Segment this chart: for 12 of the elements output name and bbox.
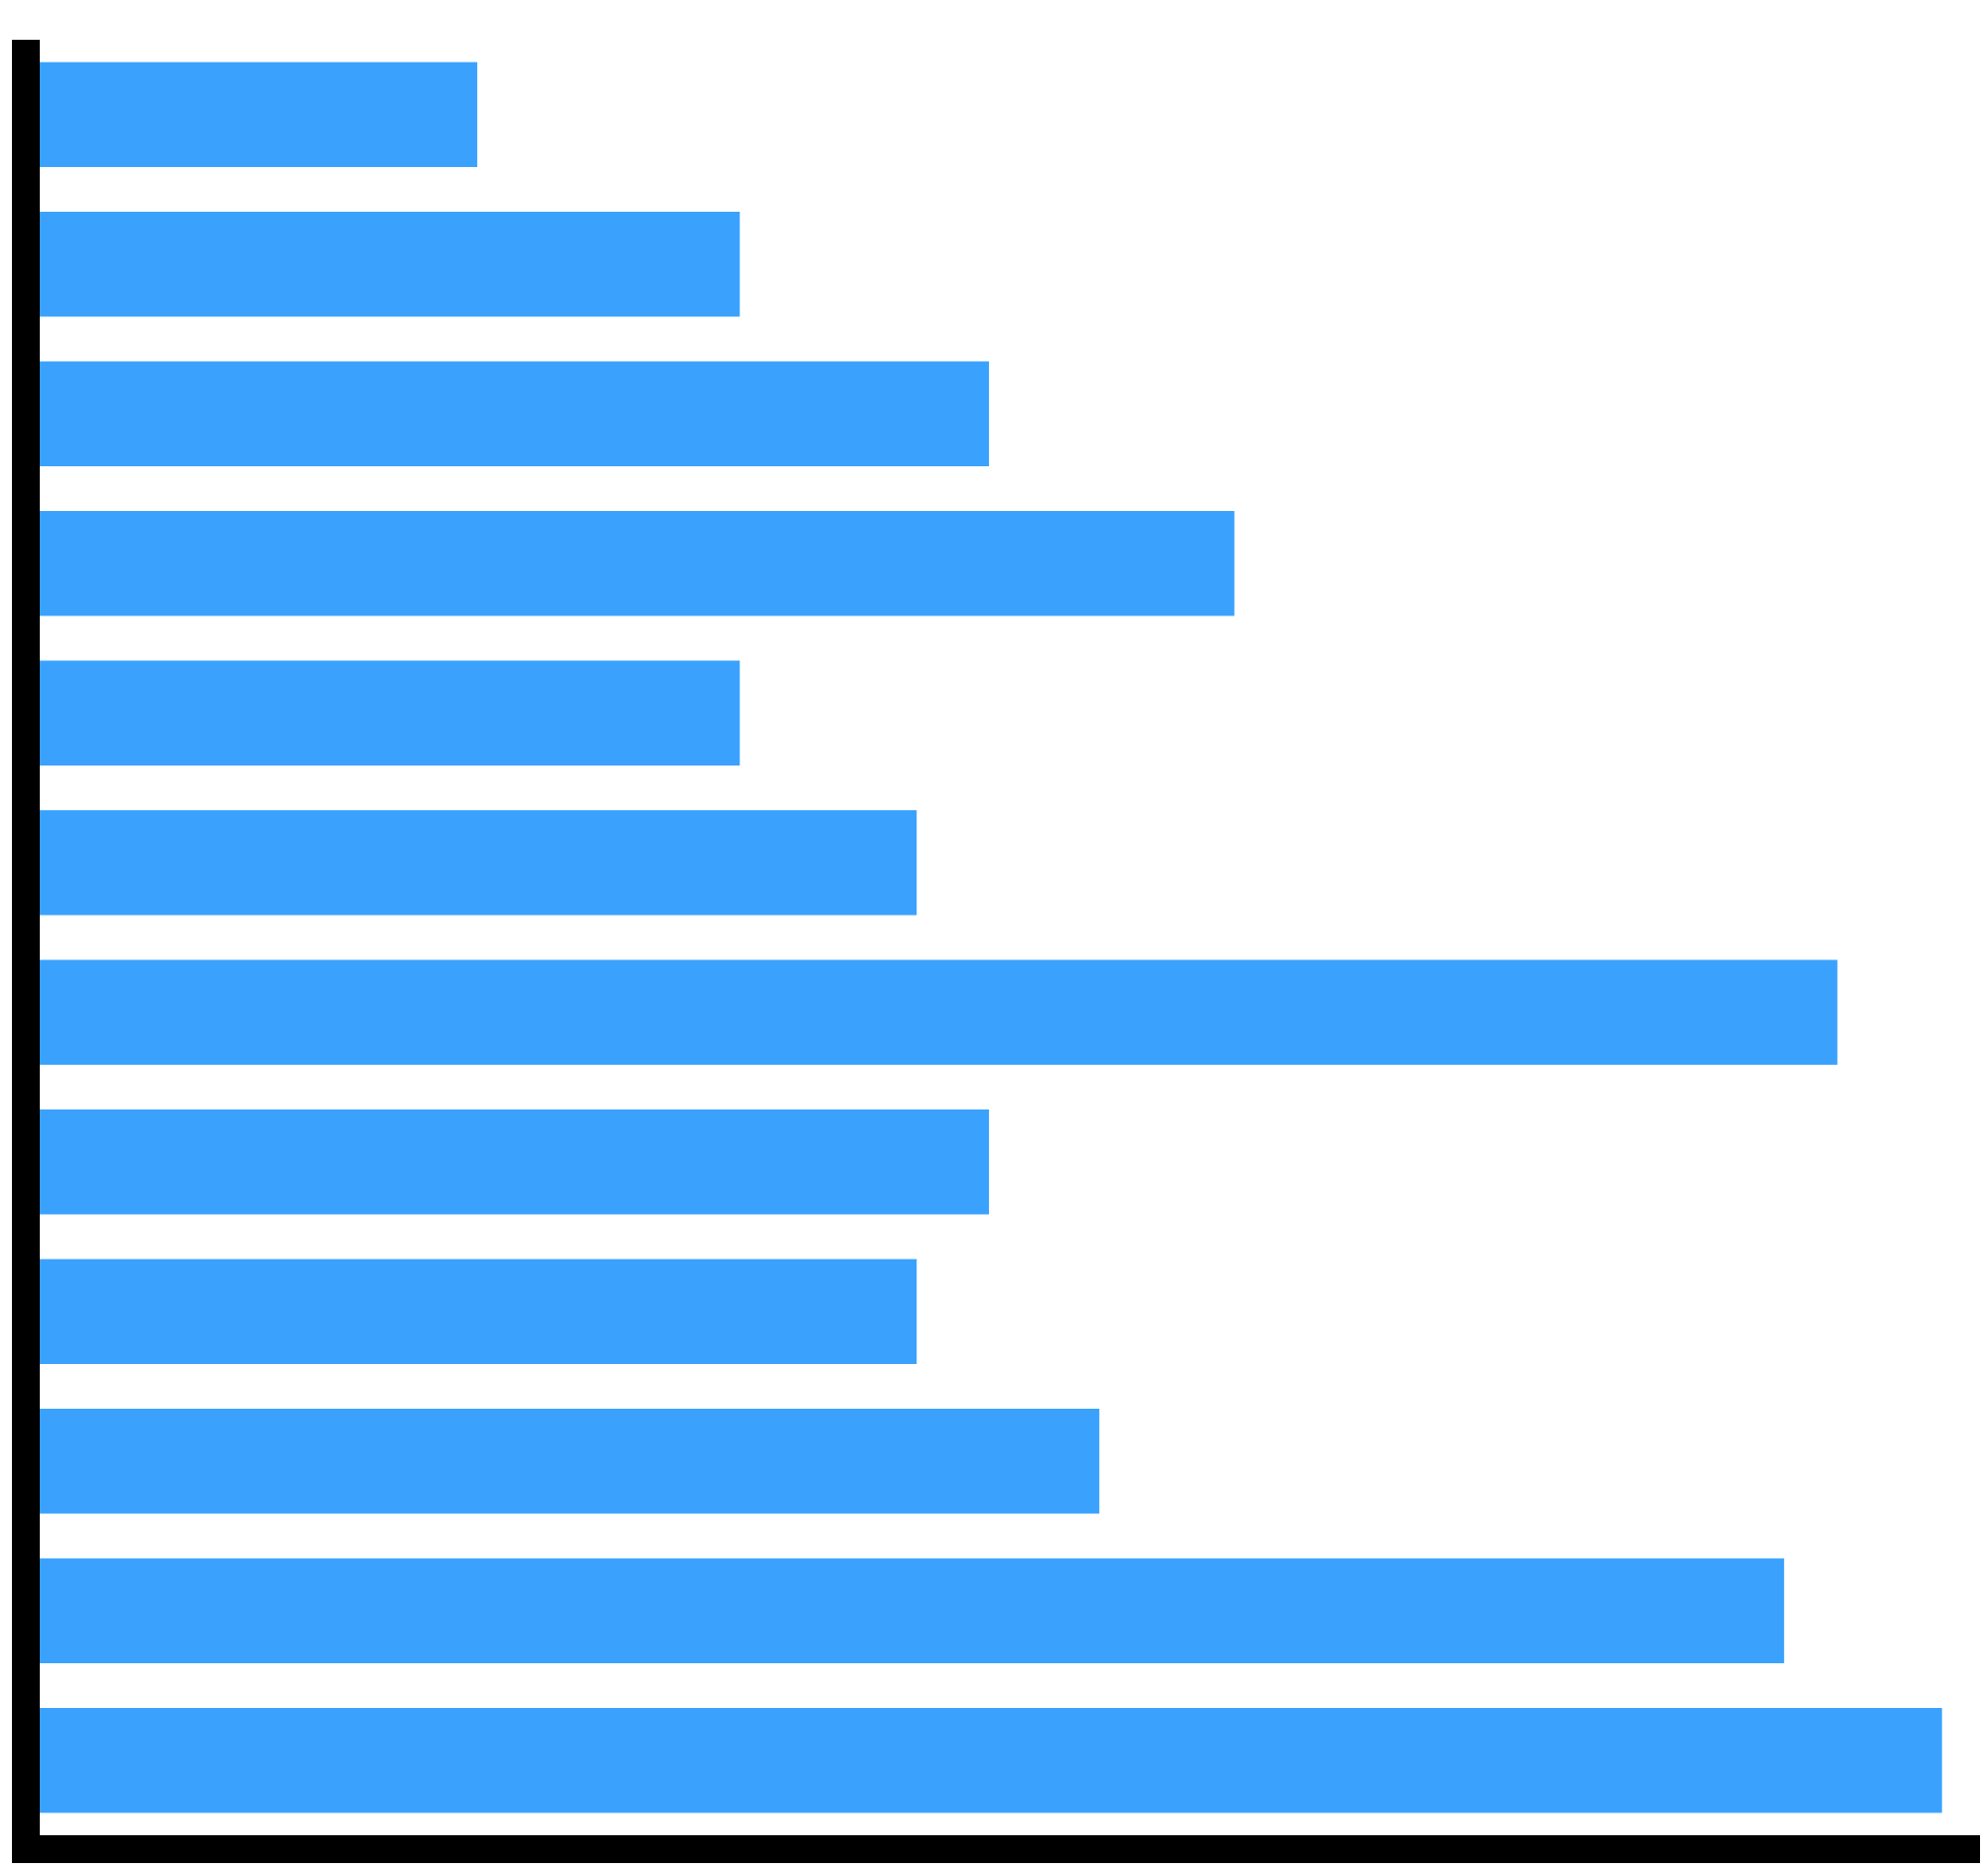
bar — [40, 959, 1838, 1065]
bar — [40, 1708, 1942, 1813]
bar — [40, 1109, 989, 1215]
bar — [40, 1259, 917, 1364]
bar — [40, 511, 1235, 616]
bar — [40, 361, 989, 466]
bar — [40, 660, 741, 766]
bar — [40, 62, 478, 167]
bar — [40, 1409, 1099, 1514]
bar — [40, 810, 917, 916]
bar — [40, 1558, 1784, 1663]
bar — [40, 212, 741, 317]
